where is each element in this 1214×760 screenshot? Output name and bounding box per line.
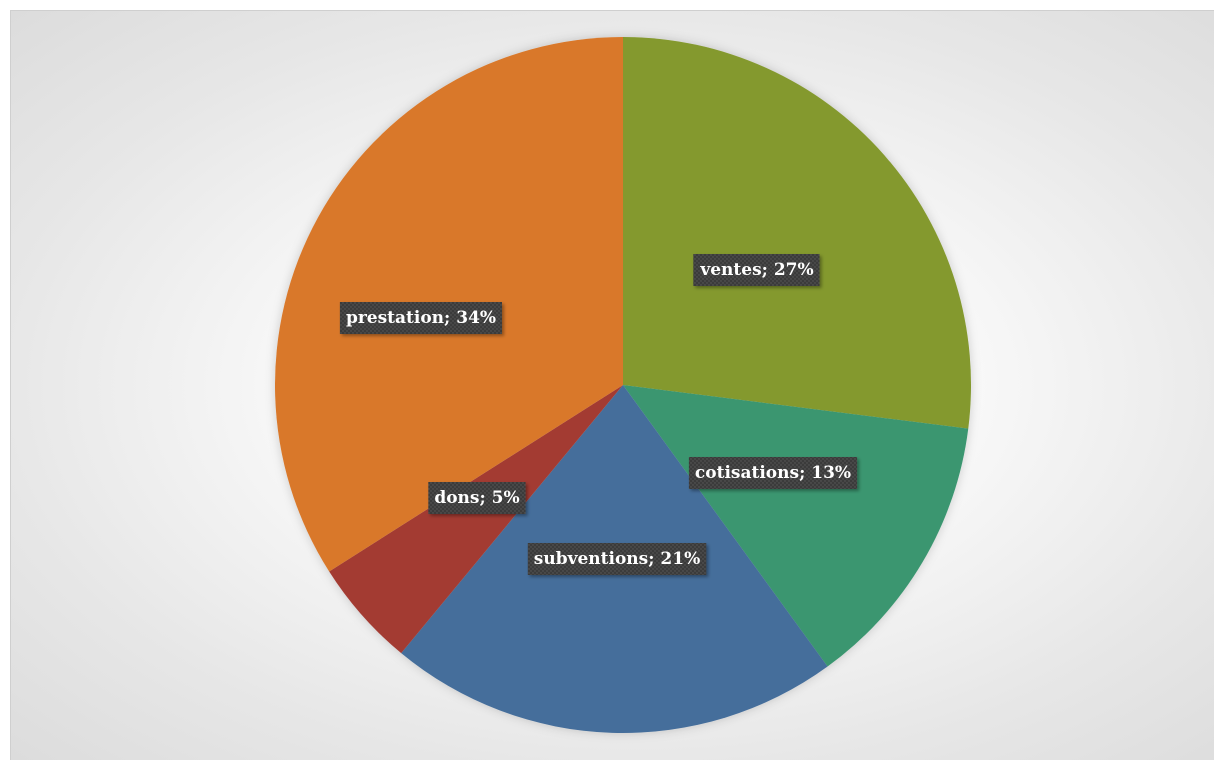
data-label-text: subventions; 21%	[534, 549, 700, 569]
data-label-text: prestation; 34%	[346, 308, 496, 328]
data-label-subventions: subventions; 21%	[527, 543, 707, 575]
data-label-box	[428, 482, 526, 514]
pie-slice-cotisations	[623, 385, 969, 667]
data-label-text: dons; 5%	[434, 488, 519, 508]
pie-slices	[274, 37, 972, 734]
data-label-dons: dons; 5%	[428, 482, 526, 514]
data-label-box	[527, 543, 707, 575]
data-label-text: cotisations; 13%	[695, 463, 851, 483]
data-label-prestation: prestation; 34%	[339, 302, 502, 334]
data-label-box	[693, 254, 820, 286]
pie-labels: ventes; 27% cotisations; 13% subventions; …	[339, 254, 858, 575]
data-label-text: ventes; 27%	[699, 260, 813, 280]
data-label-box	[339, 302, 502, 334]
pie-slice-ventes	[623, 37, 972, 429]
pie-slice-dons	[329, 385, 623, 654]
data-label-cotisations: cotisations; 13%	[688, 457, 858, 489]
data-label-box	[688, 457, 858, 489]
data-label-ventes: ventes; 27%	[693, 254, 820, 286]
